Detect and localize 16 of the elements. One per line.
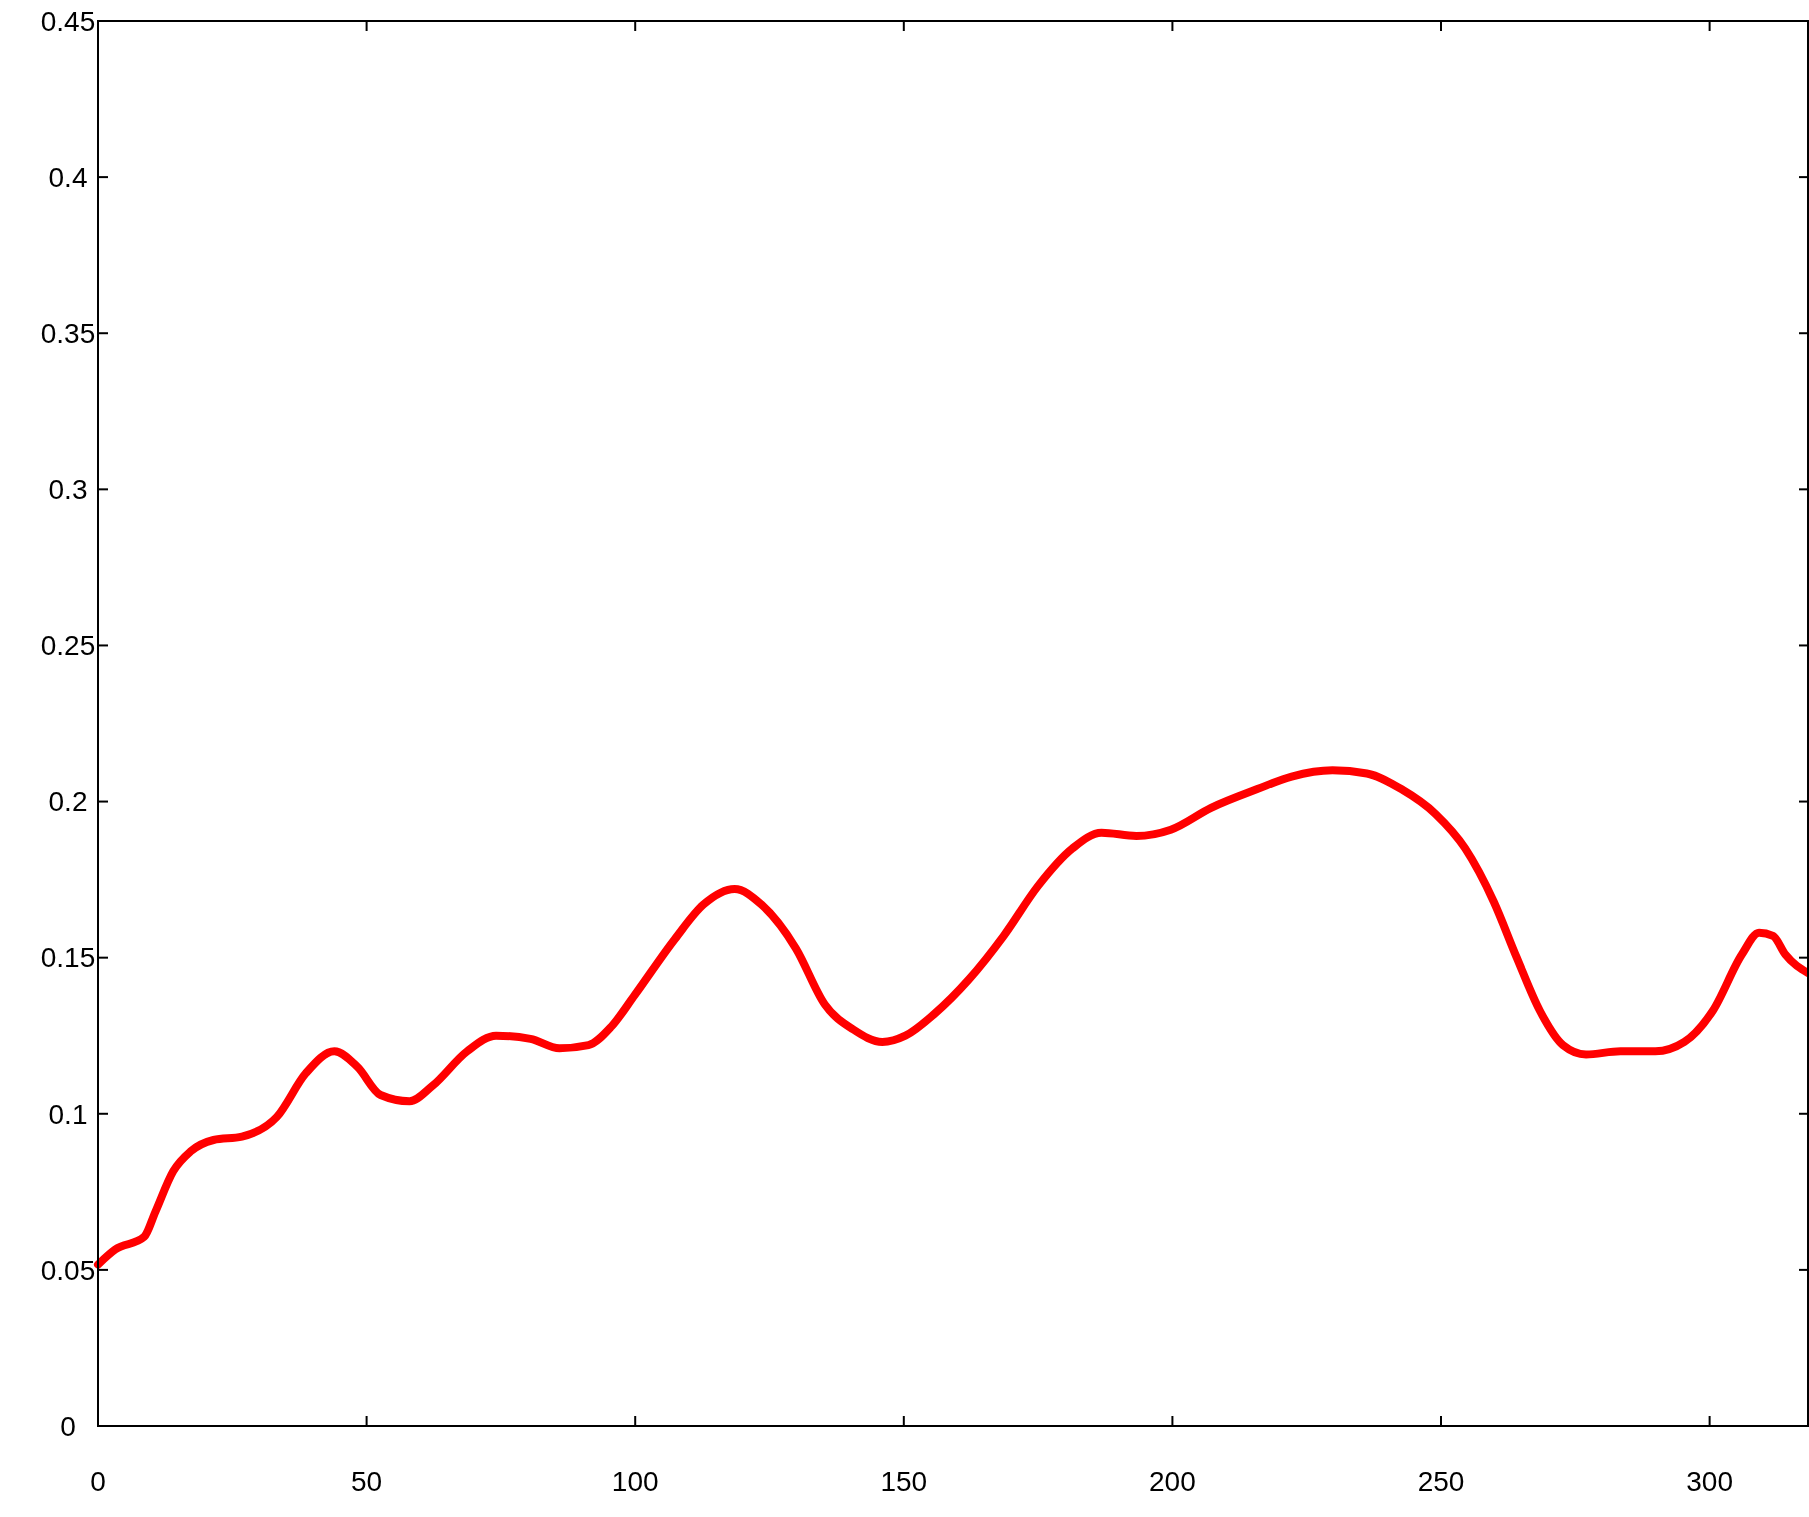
x-tick-label: 200 xyxy=(1149,1466,1196,1497)
y-tick-label: 0.45 xyxy=(40,5,96,37)
y-tick-label: 0.4 xyxy=(48,161,88,193)
x-tick-label: 300 xyxy=(1686,1466,1733,1497)
y-tick-label: 0.3 xyxy=(48,474,88,506)
x-tick-label: 250 xyxy=(1417,1466,1465,1497)
x-tick-label: 50 xyxy=(351,1466,383,1497)
y-tick-label: 0.15 xyxy=(40,942,96,974)
y-tick-label: 0.25 xyxy=(40,630,96,662)
y-tick-label: 0.1 xyxy=(48,1098,88,1130)
y-tick-label: 0.35 xyxy=(40,318,96,350)
x-tick-label: 150 xyxy=(880,1466,928,1497)
y-tick-label: 0 xyxy=(60,1410,76,1442)
x-tick-label: 100 xyxy=(611,1466,659,1497)
y-tick-label: 0.05 xyxy=(40,1254,96,1286)
y-tick-label: 0.2 xyxy=(48,786,88,818)
